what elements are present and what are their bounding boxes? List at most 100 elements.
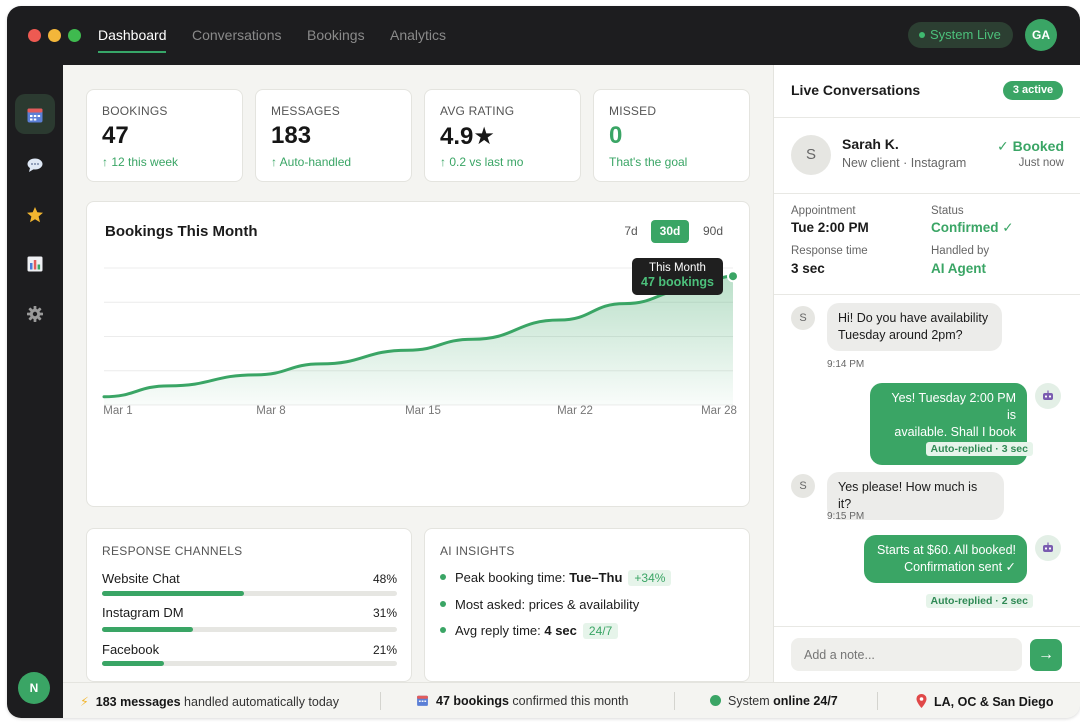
gear-icon bbox=[27, 305, 43, 322]
range-30d-button[interactable]: 30d bbox=[651, 220, 689, 243]
footer-location: LA, OC & San Diego bbox=[916, 694, 1053, 709]
bar-chart-icon bbox=[27, 256, 43, 272]
chat-icon bbox=[27, 158, 43, 172]
channel-bar-track bbox=[102, 661, 397, 666]
footer-bookings: 47 bookings confirmed this month bbox=[416, 694, 628, 708]
message-line: Confirmation sent ✓ bbox=[904, 560, 1016, 574]
response-channels-card: RESPONSE CHANNELS Website Chat 48% Insta… bbox=[86, 528, 412, 682]
footer-text: handled automatically today bbox=[180, 695, 340, 709]
sidebar-item-analytics[interactable] bbox=[15, 243, 55, 283]
insight-text: Avg reply time: bbox=[455, 623, 545, 638]
close-window-button[interactable] bbox=[28, 29, 41, 42]
channel-bar-fill bbox=[102, 627, 194, 632]
footer-text: System bbox=[728, 694, 774, 708]
client-avatar: S bbox=[791, 474, 815, 498]
x-tick-label: Mar 15 bbox=[405, 405, 441, 417]
calendar-icon bbox=[27, 108, 43, 123]
contact-meta: New client · Instagram bbox=[842, 156, 967, 170]
channel-name: Instagram DM bbox=[102, 605, 184, 620]
sidebar-item-calendar[interactable] bbox=[15, 94, 55, 134]
footer-divider bbox=[877, 692, 878, 710]
chart-title: Bookings This Month bbox=[105, 223, 258, 240]
robot-icon bbox=[1043, 390, 1053, 401]
stat-subtext: That's the goal bbox=[609, 155, 688, 169]
status-dot-icon bbox=[710, 695, 721, 706]
add-note-input[interactable] bbox=[791, 638, 1022, 671]
client-avatar: S bbox=[791, 306, 815, 330]
ai-insights-card: AI INSIGHTS Peak booking time: Tue–Thu +3… bbox=[424, 528, 750, 682]
active-count-badge: 3 active bbox=[1003, 81, 1063, 100]
top-bar: Dashboard Conversations Bookings Analyti… bbox=[7, 6, 1080, 65]
maximize-window-button[interactable] bbox=[68, 29, 81, 42]
booking-time: Just now bbox=[1018, 157, 1064, 169]
insight-row: Avg reply time: 4 sec 24/7 bbox=[440, 623, 619, 639]
tooltip-title: This Month bbox=[649, 262, 706, 274]
contact-name[interactable]: Sarah K. bbox=[842, 136, 899, 152]
stat-card-missed: MISSED 0 That's the goal bbox=[593, 89, 750, 182]
footer-status-bar: ⚡ 183 messages handled automatically toda… bbox=[63, 682, 1080, 718]
auto-replied-tag: Auto-replied · 3 sec bbox=[925, 442, 1033, 456]
footer-divider bbox=[674, 692, 675, 710]
insight-badge: 24/7 bbox=[582, 623, 619, 639]
stat-subtext: ↑ 12 this week bbox=[102, 155, 179, 169]
footer-system-status: System online 24/7 bbox=[710, 694, 838, 708]
detail-value: AI Agent bbox=[931, 261, 986, 276]
channel-percent: 21% bbox=[372, 643, 397, 657]
message-bubble-bot: Starts at $60. All booked! Confirmation … bbox=[864, 535, 1027, 583]
message-line: Starts at $60. All booked! bbox=[877, 543, 1016, 557]
channel-bar-fill bbox=[102, 591, 244, 596]
x-tick-label: Mar 1 bbox=[103, 405, 132, 417]
range-7d-button[interactable]: 7d bbox=[624, 224, 638, 238]
message-bubble-client: Yes please! How much is it? bbox=[827, 472, 1004, 520]
channel-name: Website Chat bbox=[102, 571, 180, 586]
stat-label: AVG RATING bbox=[440, 104, 515, 118]
panel-label: RESPONSE CHANNELS bbox=[102, 544, 243, 558]
minimize-window-button[interactable] bbox=[48, 29, 61, 42]
tab-bookings[interactable]: Bookings bbox=[307, 27, 365, 43]
divider bbox=[774, 626, 1080, 627]
stat-label: MISSED bbox=[609, 104, 657, 118]
message-time: 9:14 PM bbox=[827, 359, 865, 370]
system-live-label: System Live bbox=[930, 27, 1001, 42]
star-icon bbox=[27, 206, 43, 222]
range-90d-button[interactable]: 90d bbox=[702, 224, 724, 238]
divider bbox=[774, 117, 1080, 118]
sidebar-avatar[interactable]: N bbox=[18, 672, 50, 704]
tab-dashboard[interactable]: Dashboard bbox=[98, 27, 167, 43]
chart-tooltip: This Month 47 bookings bbox=[632, 258, 723, 295]
footer-bold: LA, OC & San Diego bbox=[934, 695, 1054, 709]
message-line: Hi! Do you have availability bbox=[838, 311, 989, 325]
system-live-badge: System Live bbox=[908, 22, 1013, 48]
bookings-endpoint[interactable] bbox=[727, 270, 739, 283]
stat-card-avg-rating: AVG RATING 4.9★ ↑ 0.2 vs last mo bbox=[424, 89, 581, 182]
tab-analytics[interactable]: Analytics bbox=[390, 27, 447, 43]
sidebar-item-reviews[interactable] bbox=[15, 194, 55, 234]
stat-value: 0 bbox=[609, 122, 623, 149]
insight-badge: +34% bbox=[628, 570, 672, 586]
bullet-icon bbox=[440, 574, 446, 580]
calendar-icon bbox=[417, 695, 428, 706]
user-avatar[interactable]: GA bbox=[1025, 19, 1057, 51]
stat-label: BOOKINGS bbox=[102, 104, 168, 118]
insight-bold: Tue–Thu bbox=[569, 570, 623, 585]
sidebar-item-settings[interactable] bbox=[15, 293, 55, 333]
tab-conversations[interactable]: Conversations bbox=[192, 27, 282, 43]
bullet-icon bbox=[440, 601, 446, 607]
divider bbox=[774, 193, 1080, 194]
detail-label: Response time bbox=[791, 245, 868, 257]
panel-label: AI INSIGHTS bbox=[440, 544, 515, 558]
footer-divider bbox=[380, 692, 381, 710]
insight-row: Most asked: prices & availability bbox=[440, 597, 639, 612]
footer-bold: online 24/7 bbox=[773, 694, 838, 708]
bookings-line bbox=[102, 274, 735, 399]
footer-bold: 47 bookings bbox=[436, 694, 509, 708]
bot-avatar bbox=[1035, 383, 1061, 409]
detail-value: Confirmed ✓ bbox=[931, 220, 1014, 235]
sidebar-item-chat[interactable] bbox=[15, 144, 55, 184]
stat-card-messages: MESSAGES 183 ↑ Auto-handled bbox=[255, 89, 412, 182]
robot-icon bbox=[1043, 542, 1053, 553]
insight-bold: 4 sec bbox=[544, 623, 577, 638]
bookings-area bbox=[104, 276, 733, 405]
send-note-button[interactable]: → bbox=[1030, 639, 1062, 671]
detail-value: Tue 2:00 PM bbox=[791, 220, 869, 235]
